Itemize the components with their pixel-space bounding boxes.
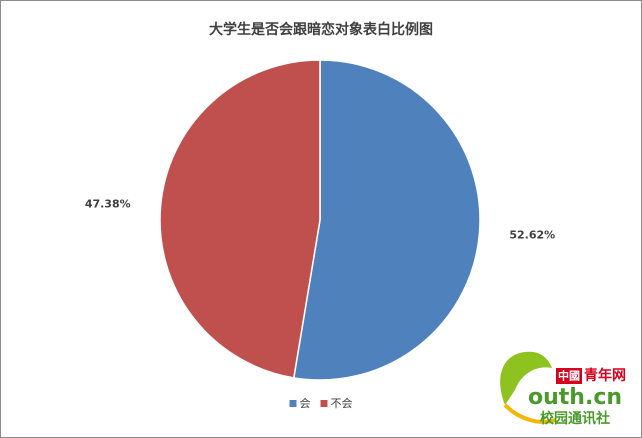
data-label: 52.62%	[509, 229, 555, 242]
logo-caption: 校园通讯社	[540, 410, 610, 427]
legend-swatch	[289, 400, 297, 407]
chart-title: 大学生是否会跟暗恋对象表白比例图	[209, 21, 433, 38]
legend-label: 会	[300, 397, 311, 410]
logo-brand: 青年网	[584, 367, 626, 384]
logo-badge-text: 中國	[558, 369, 580, 383]
logo-leaf	[500, 351, 552, 405]
pie-slice	[159, 59, 321, 379]
legend-label: 不会	[331, 397, 353, 410]
logo-domain: outh.cn	[528, 385, 622, 410]
data-label: 47.38%	[85, 197, 131, 210]
logo-badge	[556, 368, 582, 384]
legend-swatch	[320, 400, 328, 407]
pie-slice	[292, 59, 481, 381]
logo-stem	[503, 403, 556, 424]
watermark: 中國 青年网 outh.cn 校园通讯社	[500, 351, 626, 427]
